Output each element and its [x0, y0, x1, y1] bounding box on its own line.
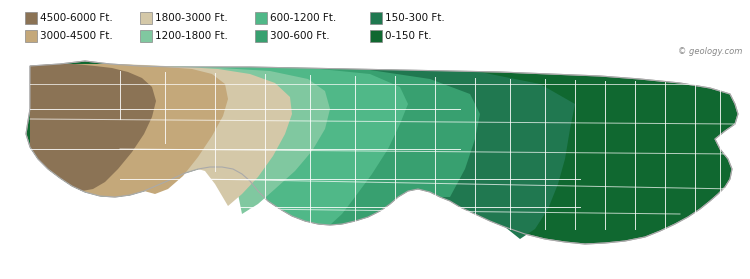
Bar	[255, 12, 267, 24]
Text: 1200-1800 Ft.: 1200-1800 Ft.	[155, 31, 228, 41]
Polygon shape	[30, 66, 575, 239]
Bar	[370, 12, 382, 24]
Polygon shape	[26, 61, 738, 244]
Text: 4500-6000 Ft.: 4500-6000 Ft.	[40, 13, 112, 23]
Bar	[370, 30, 382, 42]
Text: © geology.com: © geology.com	[678, 47, 742, 56]
Bar	[25, 30, 37, 42]
Text: 0-150 Ft.: 0-150 Ft.	[385, 31, 432, 41]
Polygon shape	[30, 64, 156, 191]
Bar	[140, 30, 152, 42]
Bar	[255, 30, 267, 42]
Text: 150-300 Ft.: 150-300 Ft.	[385, 13, 445, 23]
Text: 3000-4500 Ft.: 3000-4500 Ft.	[40, 31, 112, 41]
Polygon shape	[30, 66, 408, 225]
Polygon shape	[30, 64, 228, 197]
Bar	[25, 12, 37, 24]
Bar	[140, 12, 152, 24]
Text: 300-600 Ft.: 300-600 Ft.	[270, 31, 330, 41]
Text: 600-1200 Ft.: 600-1200 Ft.	[270, 13, 336, 23]
Polygon shape	[30, 66, 480, 225]
Text: 1800-3000 Ft.: 1800-3000 Ft.	[155, 13, 228, 23]
Polygon shape	[30, 66, 330, 214]
Polygon shape	[30, 64, 292, 206]
